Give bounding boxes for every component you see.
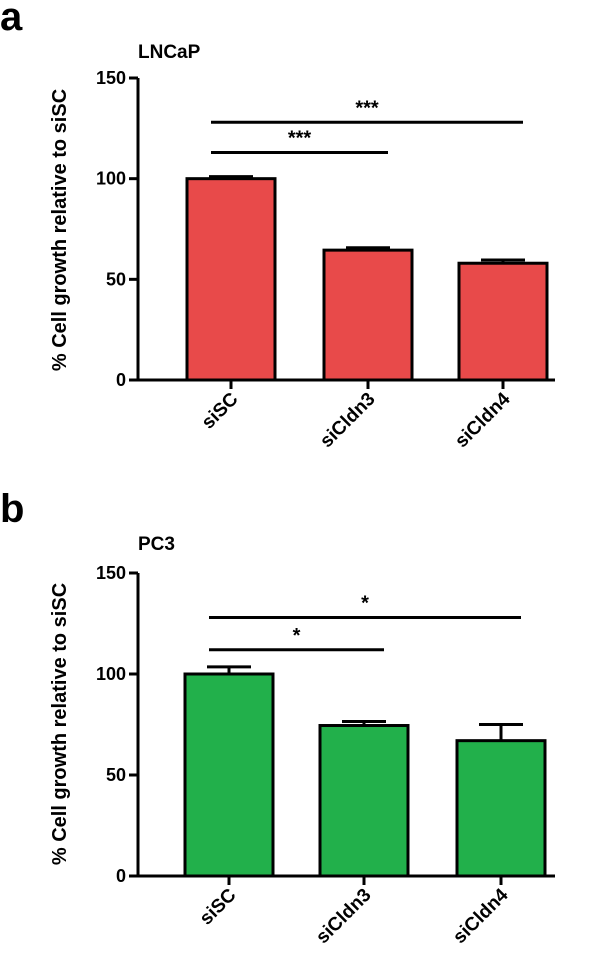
x-tick-label-siCldn3: siCldn3 [312, 885, 375, 948]
panel-letter-b: b [0, 487, 24, 531]
significance-label-0: * [361, 592, 369, 614]
significance-label-1: * [293, 625, 301, 647]
bar-siCldn3 [318, 724, 410, 878]
y-tick-label: 100 [96, 169, 126, 189]
x-tick-label-siCldn3: siCldn3 [316, 389, 379, 452]
plot-area-b: 0 50 100 150 siSC siCldn3 siCldn4 * * [96, 563, 555, 948]
plot-area-a: 0 50 100 150 siSC siCldn3 siCldn4 *** *** [96, 68, 555, 452]
y-tick-label: 150 [96, 563, 126, 583]
y-tick-label: 100 [96, 664, 126, 684]
significance-label-0: *** [355, 97, 379, 119]
x-tick-label-siSC: siSC [196, 884, 241, 929]
y-axis-label-a: % Cell growth relative to siSC [49, 89, 71, 371]
bar-siCldn4 [455, 739, 547, 878]
chart-title-a: LNCaP [138, 42, 201, 63]
bar-siSC [185, 177, 277, 382]
panel-a: a LNCaP % Cell growth relative to siSC 0… [0, 0, 555, 452]
significance-label-1: *** [288, 127, 312, 149]
bar-siSC [183, 672, 275, 878]
x-tick-label-siCldn4: siCldn4 [451, 388, 515, 452]
y-tick-label: 50 [106, 765, 126, 785]
panel-letter-a: a [0, 0, 23, 39]
y-tick-label: 150 [96, 68, 126, 88]
bar-siCldn4 [457, 261, 549, 382]
chart-title-b: PC3 [138, 534, 175, 555]
y-tick-label: 50 [106, 269, 126, 289]
y-tick-label: 0 [116, 866, 126, 886]
x-tick-label-siSC: siSC [198, 388, 243, 433]
bar-siCldn3 [322, 248, 414, 382]
panel-b: b PC3 % Cell growth relative to siSC 0 50… [0, 487, 555, 948]
y-axis-label-b: % Cell growth relative to siSC [49, 583, 71, 865]
x-tick-label-siCldn4: siCldn4 [449, 884, 513, 948]
y-tick-label: 0 [116, 370, 126, 390]
